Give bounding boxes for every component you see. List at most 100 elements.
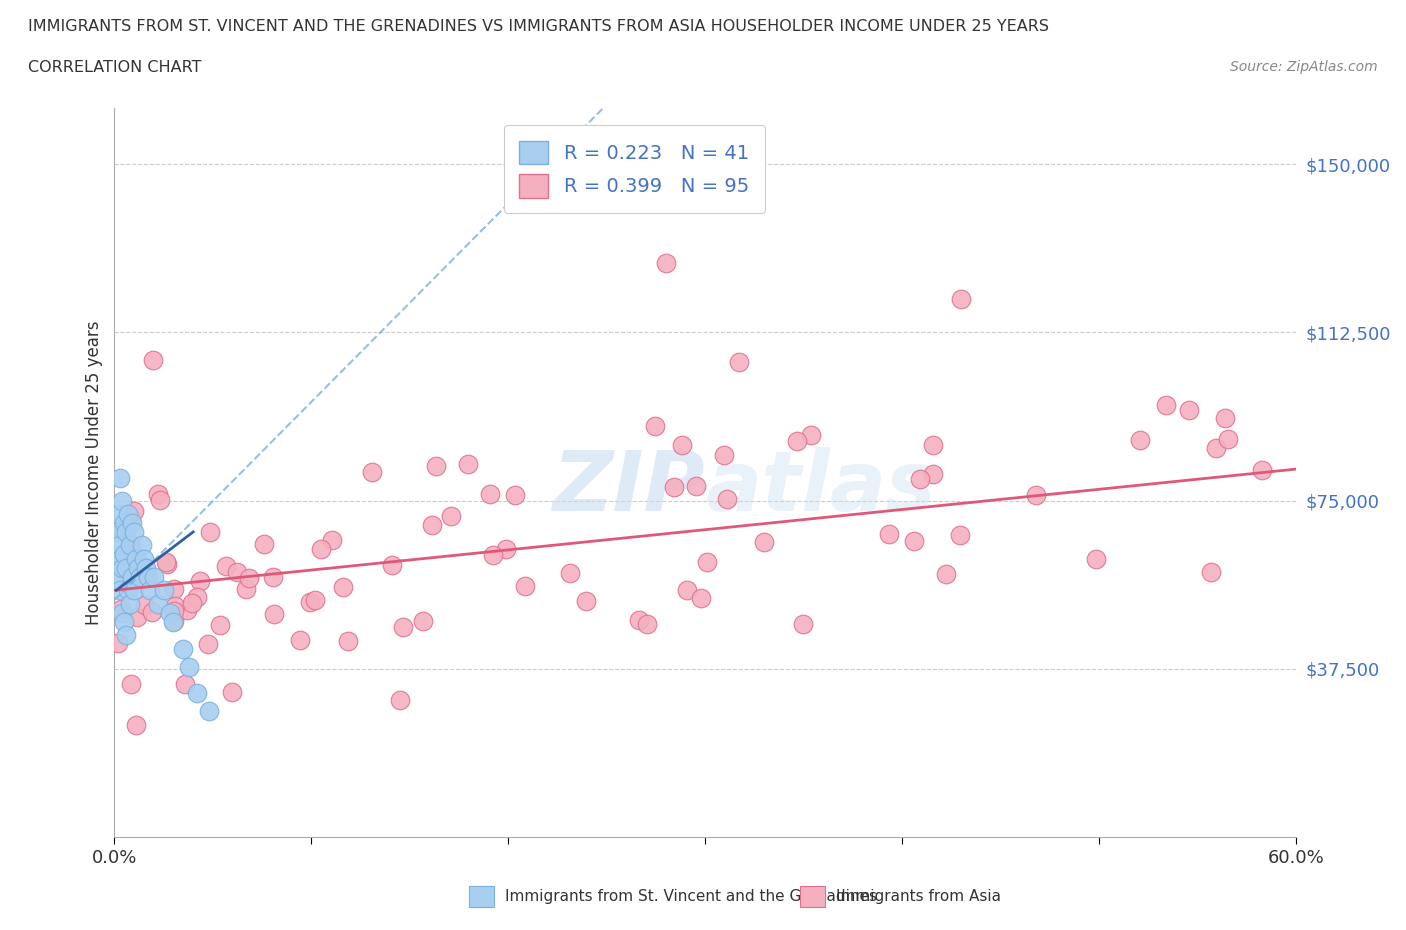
Point xyxy=(558,565,581,580)
Point xyxy=(949,527,972,542)
Point xyxy=(186,590,208,604)
Point xyxy=(1205,441,1227,456)
Point xyxy=(129,569,152,584)
Point xyxy=(120,677,142,692)
Point xyxy=(935,566,957,581)
Text: atlas: atlas xyxy=(704,446,936,527)
Point xyxy=(135,561,157,576)
Point xyxy=(162,614,184,629)
Point xyxy=(495,542,517,557)
Point xyxy=(321,533,343,548)
Point xyxy=(903,534,925,549)
Point xyxy=(163,613,186,628)
Point xyxy=(159,605,181,620)
Point xyxy=(121,515,143,530)
Point xyxy=(392,620,415,635)
Point xyxy=(110,602,132,617)
Point xyxy=(186,686,208,701)
Point xyxy=(332,579,354,594)
Point xyxy=(118,536,141,551)
Point xyxy=(110,471,132,485)
Point xyxy=(122,525,145,539)
Point xyxy=(1216,432,1239,446)
Point xyxy=(120,512,142,526)
Point xyxy=(132,551,155,566)
Point xyxy=(713,447,735,462)
Point xyxy=(1025,487,1047,502)
Point xyxy=(112,515,135,530)
Point xyxy=(208,618,231,632)
Point xyxy=(225,565,247,579)
Point xyxy=(728,355,751,370)
Point xyxy=(478,486,501,501)
Point xyxy=(117,507,139,522)
Point xyxy=(146,486,169,501)
Point xyxy=(309,541,332,556)
Point xyxy=(221,684,243,699)
Point xyxy=(690,591,713,605)
Point xyxy=(110,538,132,552)
Point xyxy=(1177,403,1199,418)
Point xyxy=(304,593,326,608)
Point xyxy=(388,693,411,708)
Point xyxy=(173,677,195,692)
Point xyxy=(127,561,149,576)
Point xyxy=(122,583,145,598)
Point xyxy=(112,614,135,629)
Point xyxy=(288,632,311,647)
Point xyxy=(381,557,404,572)
Point xyxy=(117,583,139,598)
Point xyxy=(107,569,129,584)
Point xyxy=(696,555,718,570)
Point xyxy=(149,493,172,508)
Point xyxy=(1251,463,1274,478)
Point xyxy=(107,635,129,650)
Point xyxy=(1085,551,1108,566)
Text: IMMIGRANTS FROM ST. VINCENT AND THE GRENADINES VS IMMIGRANTS FROM ASIA HOUSEHOLD: IMMIGRANTS FROM ST. VINCENT AND THE GREN… xyxy=(28,19,1049,33)
Point xyxy=(676,583,699,598)
Point xyxy=(361,465,384,480)
Point xyxy=(800,428,823,443)
Point xyxy=(122,547,145,562)
Text: Immigrants from St. Vincent and the Grenadines: Immigrants from St. Vincent and the Gren… xyxy=(505,889,877,904)
Point xyxy=(120,596,142,611)
Point xyxy=(263,607,285,622)
Point xyxy=(654,256,676,271)
Point xyxy=(112,547,135,562)
Point xyxy=(179,659,201,674)
Point xyxy=(877,526,900,541)
Point xyxy=(412,614,434,629)
Point xyxy=(235,582,257,597)
Point xyxy=(786,433,808,448)
Point xyxy=(792,617,814,631)
Point xyxy=(172,641,194,656)
Point xyxy=(111,493,134,508)
Point xyxy=(125,551,148,566)
Point xyxy=(198,704,221,719)
Point xyxy=(481,548,503,563)
Point xyxy=(575,593,598,608)
Point xyxy=(146,596,169,611)
Text: ZIP: ZIP xyxy=(553,446,704,527)
Point xyxy=(910,472,932,486)
Point xyxy=(752,535,775,550)
Point xyxy=(155,555,177,570)
Point xyxy=(627,613,650,628)
Point xyxy=(299,594,322,609)
Point xyxy=(115,525,138,539)
Point xyxy=(111,561,134,576)
Point xyxy=(111,605,134,620)
Point xyxy=(457,457,479,472)
Text: CORRELATION CHART: CORRELATION CHART xyxy=(28,60,201,75)
Point xyxy=(135,563,157,578)
Y-axis label: Householder Income Under 25 years: Householder Income Under 25 years xyxy=(86,320,103,625)
Point xyxy=(922,467,945,482)
Point xyxy=(513,578,536,593)
Point xyxy=(125,609,148,624)
Point xyxy=(136,569,159,584)
Point xyxy=(142,569,165,584)
Point xyxy=(215,558,238,573)
Point xyxy=(131,538,153,552)
Point xyxy=(122,503,145,518)
Point xyxy=(105,525,128,539)
